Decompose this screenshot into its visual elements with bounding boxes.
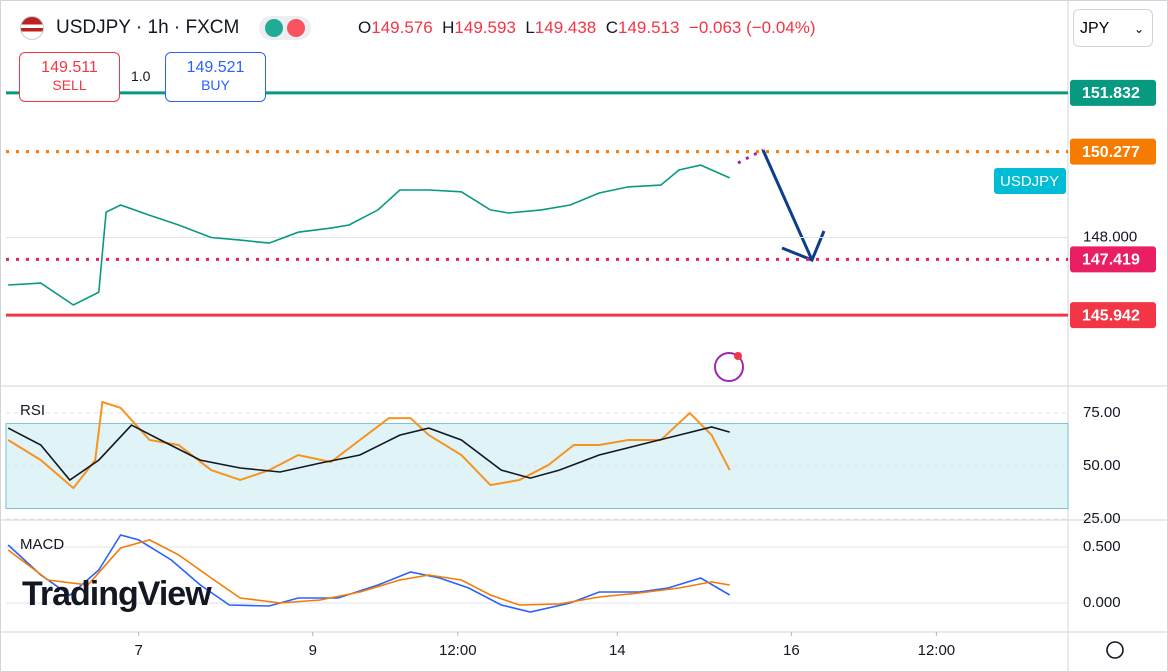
arrow — [761, 149, 826, 262]
pane-title: MACD — [20, 536, 64, 553]
series-line — [7, 534, 731, 613]
ohlc-value: 149.438 — [534, 18, 597, 37]
ohlc-value: 149.513 — [617, 18, 680, 37]
symbol-header: USDJPY · 1h · FXCM — [20, 16, 325, 40]
symbol-badge — [994, 168, 1066, 194]
sell-price: 149.511 — [41, 59, 98, 76]
x-tick-label: 12:00 — [918, 642, 956, 659]
symbol-badge-label: USDJPY — [1000, 173, 1059, 190]
y-tick-label: 50.00 — [1083, 457, 1121, 474]
currency: JPY — [1080, 20, 1110, 37]
settings-icon[interactable] — [1106, 641, 1124, 659]
currency-select[interactable]: JPY ⌄ — [1073, 9, 1153, 47]
sell-label: SELL — [52, 77, 87, 93]
change: −0.063 (−0.04%) — [688, 18, 816, 37]
level-label: 151.832 — [1082, 85, 1140, 102]
spread: 1.0 — [131, 68, 151, 84]
series-line — [7, 424, 730, 482]
x-tick-label: 16 — [783, 642, 800, 659]
level-badge — [1070, 246, 1156, 273]
sell-button[interactable]: 149.511 SELL — [19, 52, 120, 102]
series-line — [8, 164, 731, 306]
series-line — [7, 400, 731, 490]
level-badge — [1070, 79, 1156, 106]
alert-icon[interactable] — [714, 352, 744, 382]
y-tick-label: 25.00 — [1083, 510, 1121, 527]
x-tick-label: 14 — [609, 642, 626, 659]
buy-label: BUY — [201, 77, 230, 93]
ohlc: O149.576 H149.593 L149.438 C149.513 −0.0… — [358, 18, 816, 38]
ohlc-key: O — [358, 18, 372, 37]
pane-title: RSI — [20, 402, 45, 419]
level-badge — [1070, 302, 1156, 329]
flag — [20, 16, 44, 40]
buy-button[interactable]: 149.521 BUY — [165, 52, 266, 102]
projection-line — [737, 148, 764, 165]
symbol: USDJPY · 1h · FXCM — [56, 17, 240, 38]
ohlc-value: 149.576 — [371, 18, 433, 37]
buy-price: 149.521 — [186, 59, 245, 76]
level-label: 145.942 — [1082, 307, 1140, 324]
x-tick-label: 12:00 — [439, 642, 477, 659]
status-pill[interactable] — [259, 16, 312, 40]
alert-dot — [734, 352, 742, 360]
x-tick-label: 9 — [309, 642, 317, 659]
ohlc-key: H — [442, 18, 455, 37]
ohlc-key: C — [605, 18, 618, 37]
level-label: 150.277 — [1082, 144, 1140, 161]
y-tick-label: 148.000 — [1083, 228, 1137, 245]
y-tick-label: 75.00 — [1083, 404, 1121, 421]
x-tick-label: 7 — [135, 642, 143, 659]
level-label: 147.419 — [1082, 252, 1140, 269]
series-line — [7, 539, 730, 606]
ohlc-key: L — [525, 18, 535, 37]
watermark: TradingView — [22, 575, 212, 613]
ohlc-value: 149.593 — [454, 18, 516, 37]
y-tick-label: 0.500 — [1083, 538, 1121, 555]
level-badge — [1070, 138, 1156, 165]
y-tick-label: 0.000 — [1083, 594, 1121, 611]
